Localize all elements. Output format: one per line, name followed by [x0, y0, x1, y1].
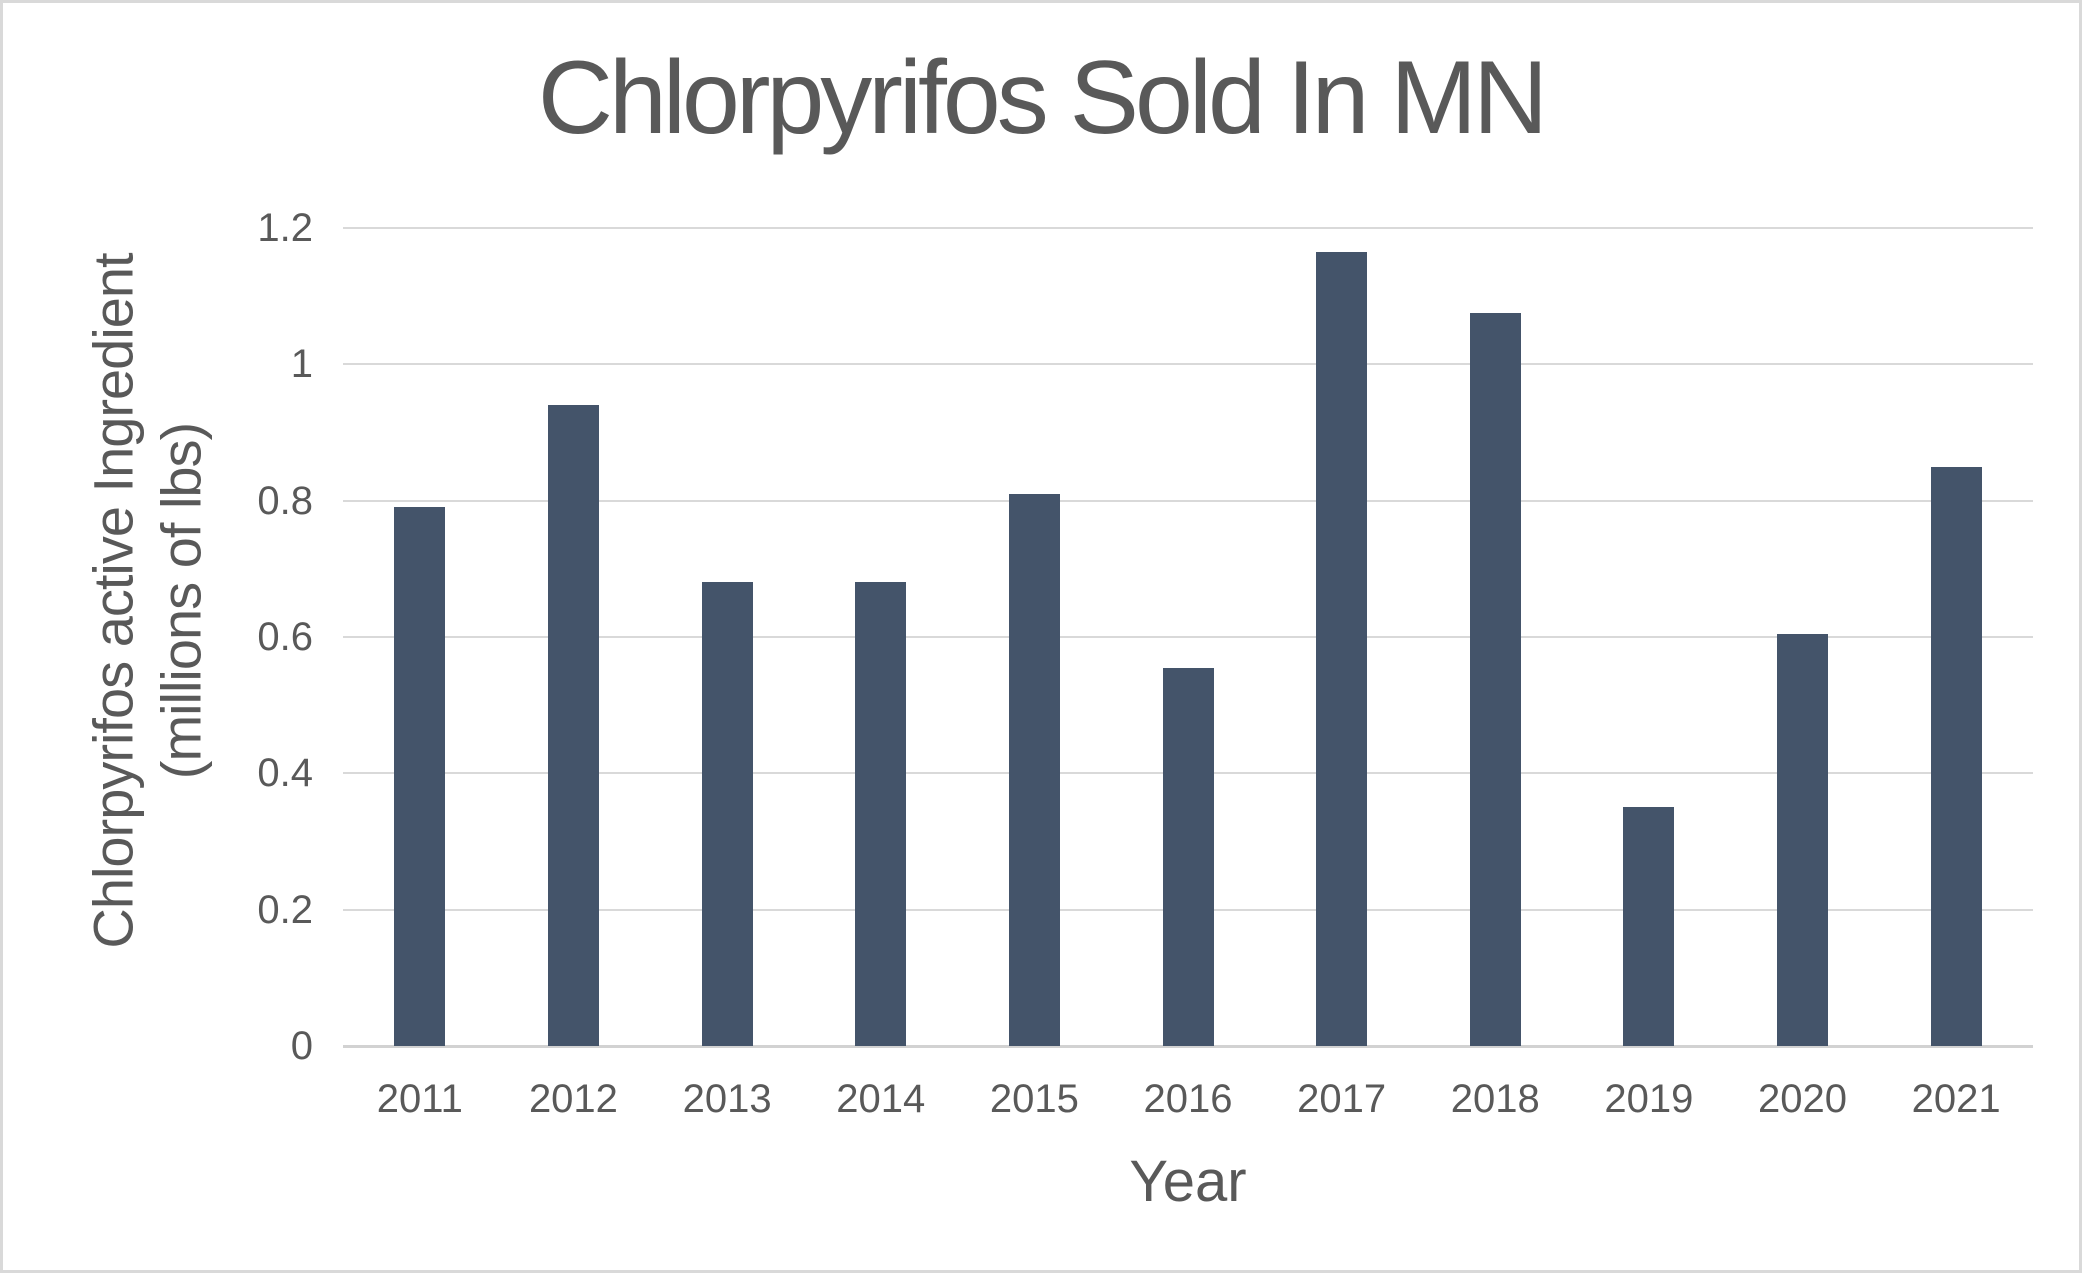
x-tick-label-2016: 2016: [1143, 1077, 1233, 1121]
y-tick-label-0.8: 0.8: [257, 478, 313, 523]
y-tick-label-1: 1: [290, 342, 313, 387]
bar-2013: [701, 582, 753, 1046]
gridline-1.2: [343, 227, 2033, 229]
y-tick-label-0.4: 0.4: [257, 751, 313, 796]
x-axis-title: Year: [1129, 1149, 1247, 1214]
bar-2018: [1469, 313, 1521, 1046]
bar-2017: [1316, 251, 1368, 1046]
x-tick-label-2017: 2017: [1297, 1077, 1387, 1121]
gridline-0.6: [343, 636, 2033, 638]
x-tick-label-2015: 2015: [989, 1077, 1079, 1121]
y-tick-label-0.6: 0.6: [257, 615, 313, 659]
x-tick-label-2020: 2020: [1758, 1077, 1848, 1121]
chart-title: Chlorpyrifos Sold In MN: [537, 40, 1548, 156]
y-tick-label-1.2: 1.2: [257, 206, 313, 250]
bar-2021: [1930, 466, 1982, 1046]
bar-2015: [1008, 493, 1060, 1046]
x-tick-label-2021: 2021: [1911, 1077, 2001, 1121]
x-tick-label-2019: 2019: [1604, 1077, 1694, 1121]
bar-2011: [394, 507, 446, 1046]
y-tick-label-0: 0: [290, 1024, 313, 1068]
x-tick-label-2018: 2018: [1450, 1077, 1540, 1121]
gridline-1: [343, 363, 2033, 366]
x-tick-label-2012: 2012: [528, 1077, 618, 1121]
y-tick-label-0.2: 0.2: [257, 887, 313, 932]
bar-2020: [1777, 633, 1829, 1046]
bar-2016: [1162, 667, 1214, 1046]
bar-2012: [547, 405, 599, 1046]
plot-area: [343, 227, 2033, 1048]
x-tick-label-2013: 2013: [682, 1077, 772, 1121]
x-axis-line: [343, 1045, 2033, 1048]
x-tick-label-2014: 2014: [836, 1077, 926, 1121]
bar-2014: [855, 582, 907, 1046]
x-tick-label-2011: 2011: [376, 1077, 463, 1121]
bar-2019: [1623, 807, 1675, 1046]
gridline-0.8: [343, 499, 2033, 502]
